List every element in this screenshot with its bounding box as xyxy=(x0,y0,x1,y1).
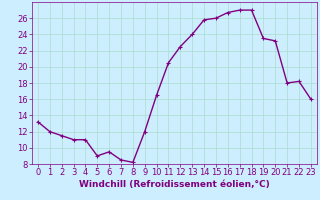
X-axis label: Windchill (Refroidissement éolien,°C): Windchill (Refroidissement éolien,°C) xyxy=(79,180,270,189)
